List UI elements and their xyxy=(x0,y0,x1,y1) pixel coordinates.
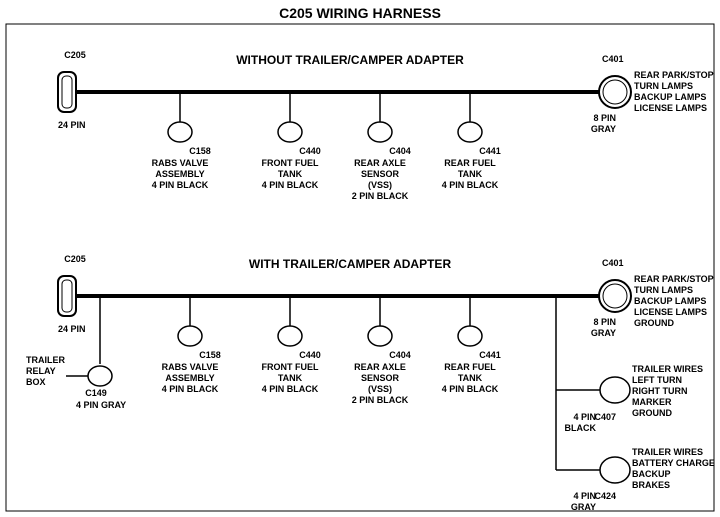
connector-ellipse xyxy=(368,326,392,346)
connector-rounded xyxy=(58,72,76,112)
connector-code: C441 xyxy=(479,146,501,156)
connector-code: C149 xyxy=(85,388,107,398)
connector-code: C407 xyxy=(594,412,616,422)
connector-desc: REAR PARK/STOP xyxy=(634,70,714,80)
connector-desc: TANK xyxy=(278,373,303,383)
connector-desc: BACKUP xyxy=(632,469,671,479)
connector-desc: LEFT TURN xyxy=(632,375,682,385)
connector-desc: LICENSE LAMPS xyxy=(634,307,707,317)
connector-pin: 4 PIN xyxy=(573,412,596,422)
connector-desc: RIGHT TURN xyxy=(632,386,688,396)
connector-ellipse xyxy=(458,122,482,142)
connector-desc: TURN LAMPS xyxy=(634,81,693,91)
connector-pin: 8 PIN xyxy=(593,113,616,123)
connector-code: C440 xyxy=(299,146,321,156)
connector-desc: 2 PIN BLACK xyxy=(352,191,409,201)
section-subtitle: WITH TRAILER/CAMPER ADAPTER xyxy=(249,257,452,271)
connector-code: C404 xyxy=(389,350,411,360)
connector-desc: LICENSE LAMPS xyxy=(634,103,707,113)
connector-ellipse xyxy=(168,122,192,142)
connector-pin: 4 PIN GRAY xyxy=(76,400,126,410)
connector-pin: GRAY xyxy=(571,502,596,512)
connector-desc: BACKUP LAMPS xyxy=(634,92,706,102)
connector-ellipse xyxy=(599,280,631,312)
connector-desc: TURN LAMPS xyxy=(634,285,693,295)
connector-desc: (VSS) xyxy=(368,180,392,190)
connector-code: C205 xyxy=(64,50,86,60)
connector-desc: SENSOR xyxy=(361,373,400,383)
connector-desc: BRAKES xyxy=(632,480,670,490)
connector-rounded xyxy=(58,276,76,316)
connector-desc: RABS VALVE xyxy=(162,362,219,372)
connector-desc: REAR FUEL xyxy=(444,158,496,168)
connector-ellipse xyxy=(600,377,630,403)
connector-pin: 24 PIN xyxy=(58,324,86,334)
connector-desc: 4 PIN BLACK xyxy=(442,384,499,394)
connector-code: C440 xyxy=(299,350,321,360)
relay-box-label: BOX xyxy=(26,377,46,387)
connector-code: C404 xyxy=(389,146,411,156)
connector-ellipse xyxy=(599,76,631,108)
connector-code: C401 xyxy=(602,258,624,268)
connector-ellipse xyxy=(368,122,392,142)
connector-code: C205 xyxy=(64,254,86,264)
connector-desc: FRONT FUEL xyxy=(262,362,319,372)
connector-ellipse xyxy=(178,326,202,346)
connector-desc: TRAILER WIRES xyxy=(632,447,703,457)
connector-desc: TANK xyxy=(458,169,483,179)
connector-pin: GRAY xyxy=(591,124,616,134)
connector-desc: REAR FUEL xyxy=(444,362,496,372)
connector-desc: GROUND xyxy=(634,318,674,328)
connector-code: C158 xyxy=(189,146,211,156)
connector-desc: SENSOR xyxy=(361,169,400,179)
connector-desc: GROUND xyxy=(632,408,672,418)
connector-desc: BATTERY CHARGE xyxy=(632,458,715,468)
connector-desc: RABS VALVE xyxy=(152,158,209,168)
connector-desc: (VSS) xyxy=(368,384,392,394)
connector-desc: BACKUP LAMPS xyxy=(634,296,706,306)
relay-box-label: TRAILER xyxy=(26,355,65,365)
connector-desc: TRAILER WIRES xyxy=(632,364,703,374)
connector-desc: ASSEMBLY xyxy=(165,373,214,383)
connector-ellipse xyxy=(458,326,482,346)
connector-pin: GRAY xyxy=(591,328,616,338)
connector-desc: 2 PIN BLACK xyxy=(352,395,409,405)
connector-pin: 24 PIN xyxy=(58,120,86,130)
connector-ellipse xyxy=(600,457,630,483)
connector-desc: REAR PARK/STOP xyxy=(634,274,714,284)
connector-desc: ASSEMBLY xyxy=(155,169,204,179)
connector-pin: 4 PIN xyxy=(573,491,596,501)
connector-pin: 8 PIN xyxy=(593,317,616,327)
connector-ellipse xyxy=(278,122,302,142)
connector-code: C401 xyxy=(602,54,624,64)
connector-desc: FRONT FUEL xyxy=(262,158,319,168)
connector-desc: 4 PIN BLACK xyxy=(152,180,209,190)
connector-desc: REAR AXLE xyxy=(354,362,406,372)
connector-desc: 4 PIN BLACK xyxy=(162,384,219,394)
connector-desc: 4 PIN BLACK xyxy=(442,180,499,190)
connector-code: C441 xyxy=(479,350,501,360)
connector-code: C424 xyxy=(594,491,616,501)
connector-desc: TANK xyxy=(278,169,303,179)
connector-desc: 4 PIN BLACK xyxy=(262,384,319,394)
connector-desc: MARKER xyxy=(632,397,672,407)
connector-desc: TANK xyxy=(458,373,483,383)
connector-ellipse xyxy=(278,326,302,346)
connector-desc: 4 PIN BLACK xyxy=(262,180,319,190)
connector-ellipse xyxy=(88,366,112,386)
connector-pin: BLACK xyxy=(565,423,597,433)
diagram-title: C205 WIRING HARNESS xyxy=(279,5,441,21)
connector-desc: REAR AXLE xyxy=(354,158,406,168)
section-subtitle: WITHOUT TRAILER/CAMPER ADAPTER xyxy=(236,53,464,67)
connector-code: C158 xyxy=(199,350,221,360)
relay-box-label: RELAY xyxy=(26,366,56,376)
